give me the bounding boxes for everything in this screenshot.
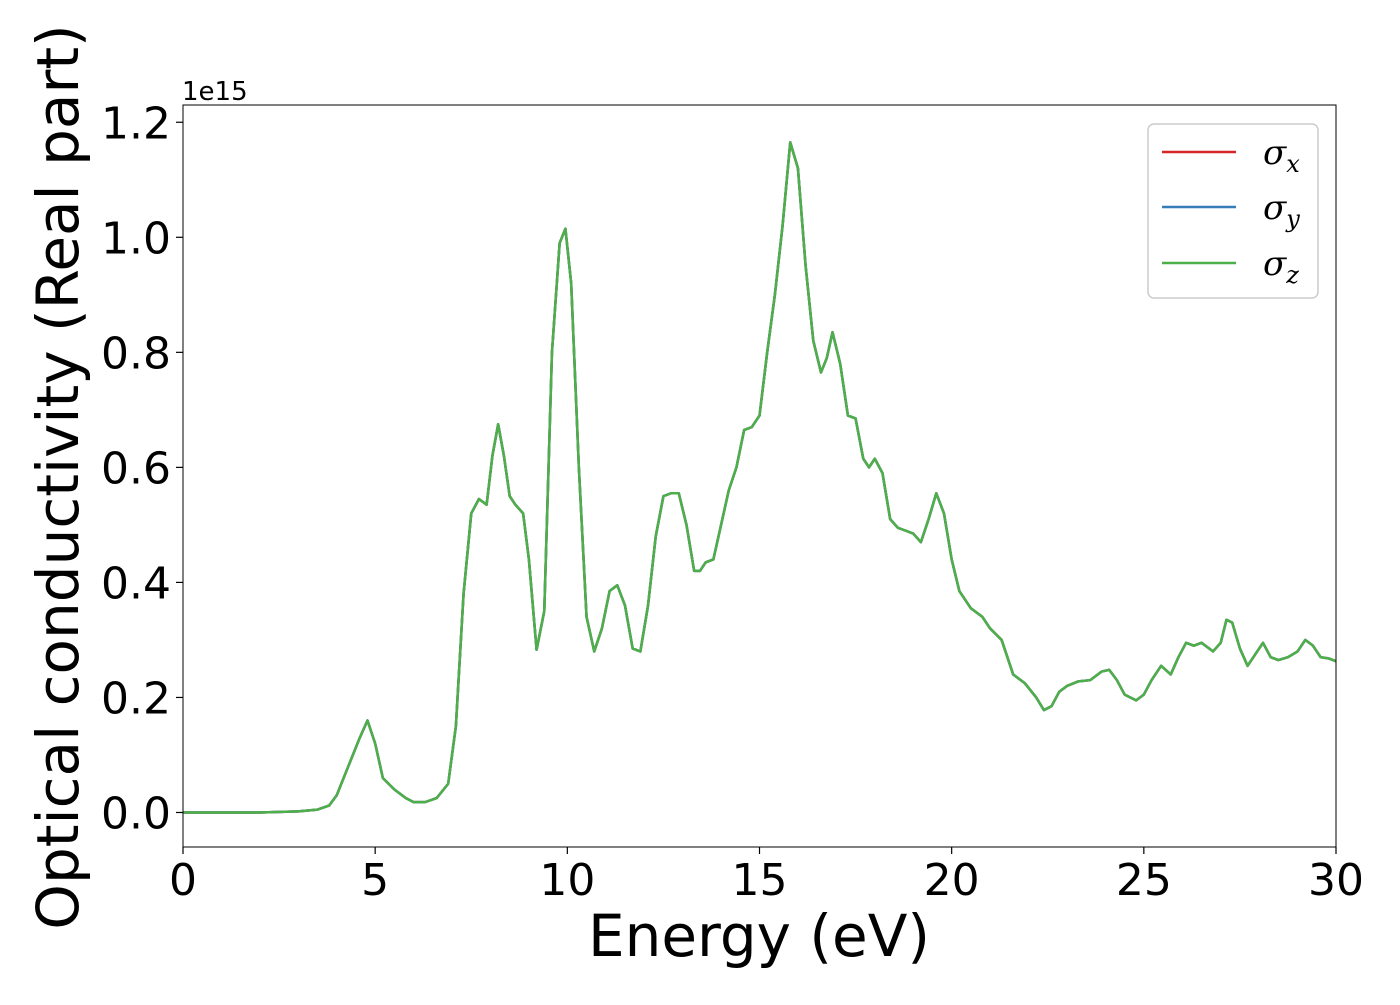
x-axis-ticks: 0 5 10 15 20 25 30 [169,847,1364,906]
x-tick-label: 30 [1308,855,1364,906]
y-tick-label: 0.2 [101,673,171,724]
legend-box [1147,123,1319,299]
x-tick-label: 10 [539,855,595,906]
x-tick-label: 20 [924,855,980,906]
x-tick-label: 5 [361,855,389,906]
y-tick-label: 1.0 [101,213,171,264]
y-axis-ticks: 0.0 0.2 0.4 0.6 0.8 1.0 1.2 [101,98,183,839]
legend: σx σy σz [1147,123,1319,299]
y-tick-label: 1.2 [101,98,171,149]
y-axis-offset-text: 1e15 [182,77,248,107]
x-axis-label: Energy (eV) [588,902,930,970]
x-tick-label: 0 [169,855,197,906]
y-tick-label: 0.8 [101,328,171,379]
legend-label-sigma-x: σx [1263,133,1300,178]
series-line-sigma-z [183,141,1337,814]
y-tick-label: 0.6 [101,443,171,494]
legend-label-sigma-y: σy [1263,188,1300,233]
y-axis-label: Optical conductivity (Real part) [24,24,92,929]
legend-label-sigma-z: σz [1263,244,1299,289]
series-layer [183,141,1337,814]
y-tick-label: 0.0 [101,788,171,839]
x-tick-label: 15 [732,855,788,906]
x-tick-label: 25 [1116,855,1172,906]
y-tick-label: 0.4 [101,558,171,609]
